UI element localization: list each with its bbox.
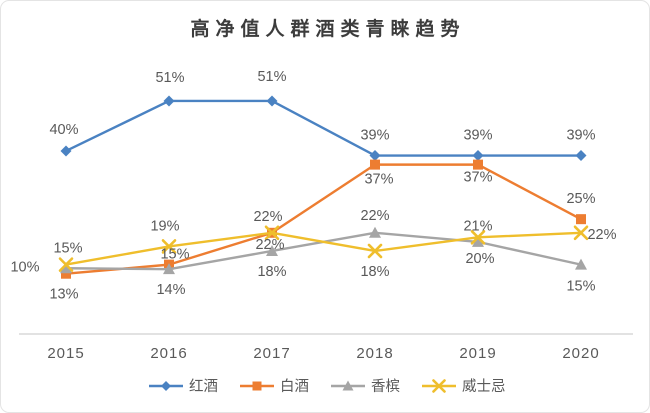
data-label-red-wine: 51% [155, 70, 184, 86]
chart-title: 高净值人群酒类青睐趋势 [190, 19, 466, 40]
marker-baijiu [576, 214, 586, 225]
marker-champagne [369, 226, 381, 238]
baijiu-legend-marker-icon [252, 381, 262, 391]
whisky-legend-marker-icon [432, 379, 446, 393]
data-label-baijiu: 37% [364, 172, 393, 188]
marker-whisky [573, 225, 589, 241]
data-label-champagne: 18% [257, 264, 286, 280]
x-axis-label: 2018 [356, 345, 393, 362]
marker-baijiu [61, 268, 71, 279]
marker-red-wine [575, 150, 587, 162]
x-axis-label: 2017 [253, 345, 290, 362]
marker-champagne [60, 262, 72, 274]
marker-champagne [575, 258, 587, 270]
legend-label-champagne: 香槟 [371, 378, 400, 395]
data-label-whisky: 21% [463, 218, 492, 234]
marker-whisky [367, 243, 383, 259]
marker-champagne [266, 244, 278, 256]
marker-baijiu [370, 159, 380, 170]
data-label-baijiu: 22% [255, 237, 284, 253]
data-label-red-wine: 51% [257, 69, 286, 85]
marker-whisky [161, 239, 177, 254]
legend-label-whisky: 威士忌 [462, 378, 506, 395]
data-label-whisky: 22% [253, 209, 282, 225]
data-label-red-wine: 39% [566, 128, 595, 144]
marker-champagne [163, 263, 175, 275]
red-wine-legend-marker-icon [161, 381, 171, 391]
data-label-red-wine: 39% [360, 128, 389, 144]
marker-red-wine [369, 150, 381, 162]
data-label-baijiu: 25% [566, 191, 595, 207]
marker-baijiu [473, 159, 483, 170]
marker-champagne [472, 235, 484, 247]
data-label-whisky: 22% [587, 227, 616, 243]
marker-whisky [58, 257, 74, 272]
data-label-baijiu: 15% [160, 247, 189, 263]
data-label-whisky: 15% [53, 241, 82, 257]
data-label-baijiu: 37% [463, 170, 492, 186]
x-axis-label: 2020 [562, 345, 599, 362]
data-label-champagne: 10% [10, 259, 39, 275]
champagne-legend-marker-icon [342, 380, 354, 391]
marker-red-wine [60, 145, 72, 157]
marker-red-wine [266, 95, 278, 107]
marker-whisky [264, 225, 280, 241]
legend-label-red-wine: 红酒 [189, 378, 218, 395]
data-label-champagne: 22% [360, 208, 389, 224]
marker-red-wine [163, 95, 175, 107]
data-label-champagne: 15% [566, 279, 595, 295]
data-label-red-wine: 39% [463, 128, 492, 144]
data-label-red-wine: 40% [49, 122, 78, 138]
series-line-whisky [64, 231, 583, 266]
x-axis-label: 2015 [47, 345, 84, 362]
x-axis-label: 2019 [459, 345, 496, 362]
series-line-baijiu [64, 163, 583, 275]
data-label-champagne: 20% [465, 251, 494, 267]
data-label-champagne: 14% [156, 282, 185, 298]
data-label-whisky: 18% [360, 264, 389, 280]
marker-whisky [470, 230, 486, 245]
data-label-baijiu: 13% [49, 287, 78, 303]
x-axis-label: 2016 [150, 345, 187, 362]
series-line-red-wine [64, 99, 583, 157]
marker-red-wine [472, 150, 484, 162]
data-label-whisky: 19% [150, 218, 179, 234]
legend-label-baijiu: 白酒 [280, 378, 309, 395]
